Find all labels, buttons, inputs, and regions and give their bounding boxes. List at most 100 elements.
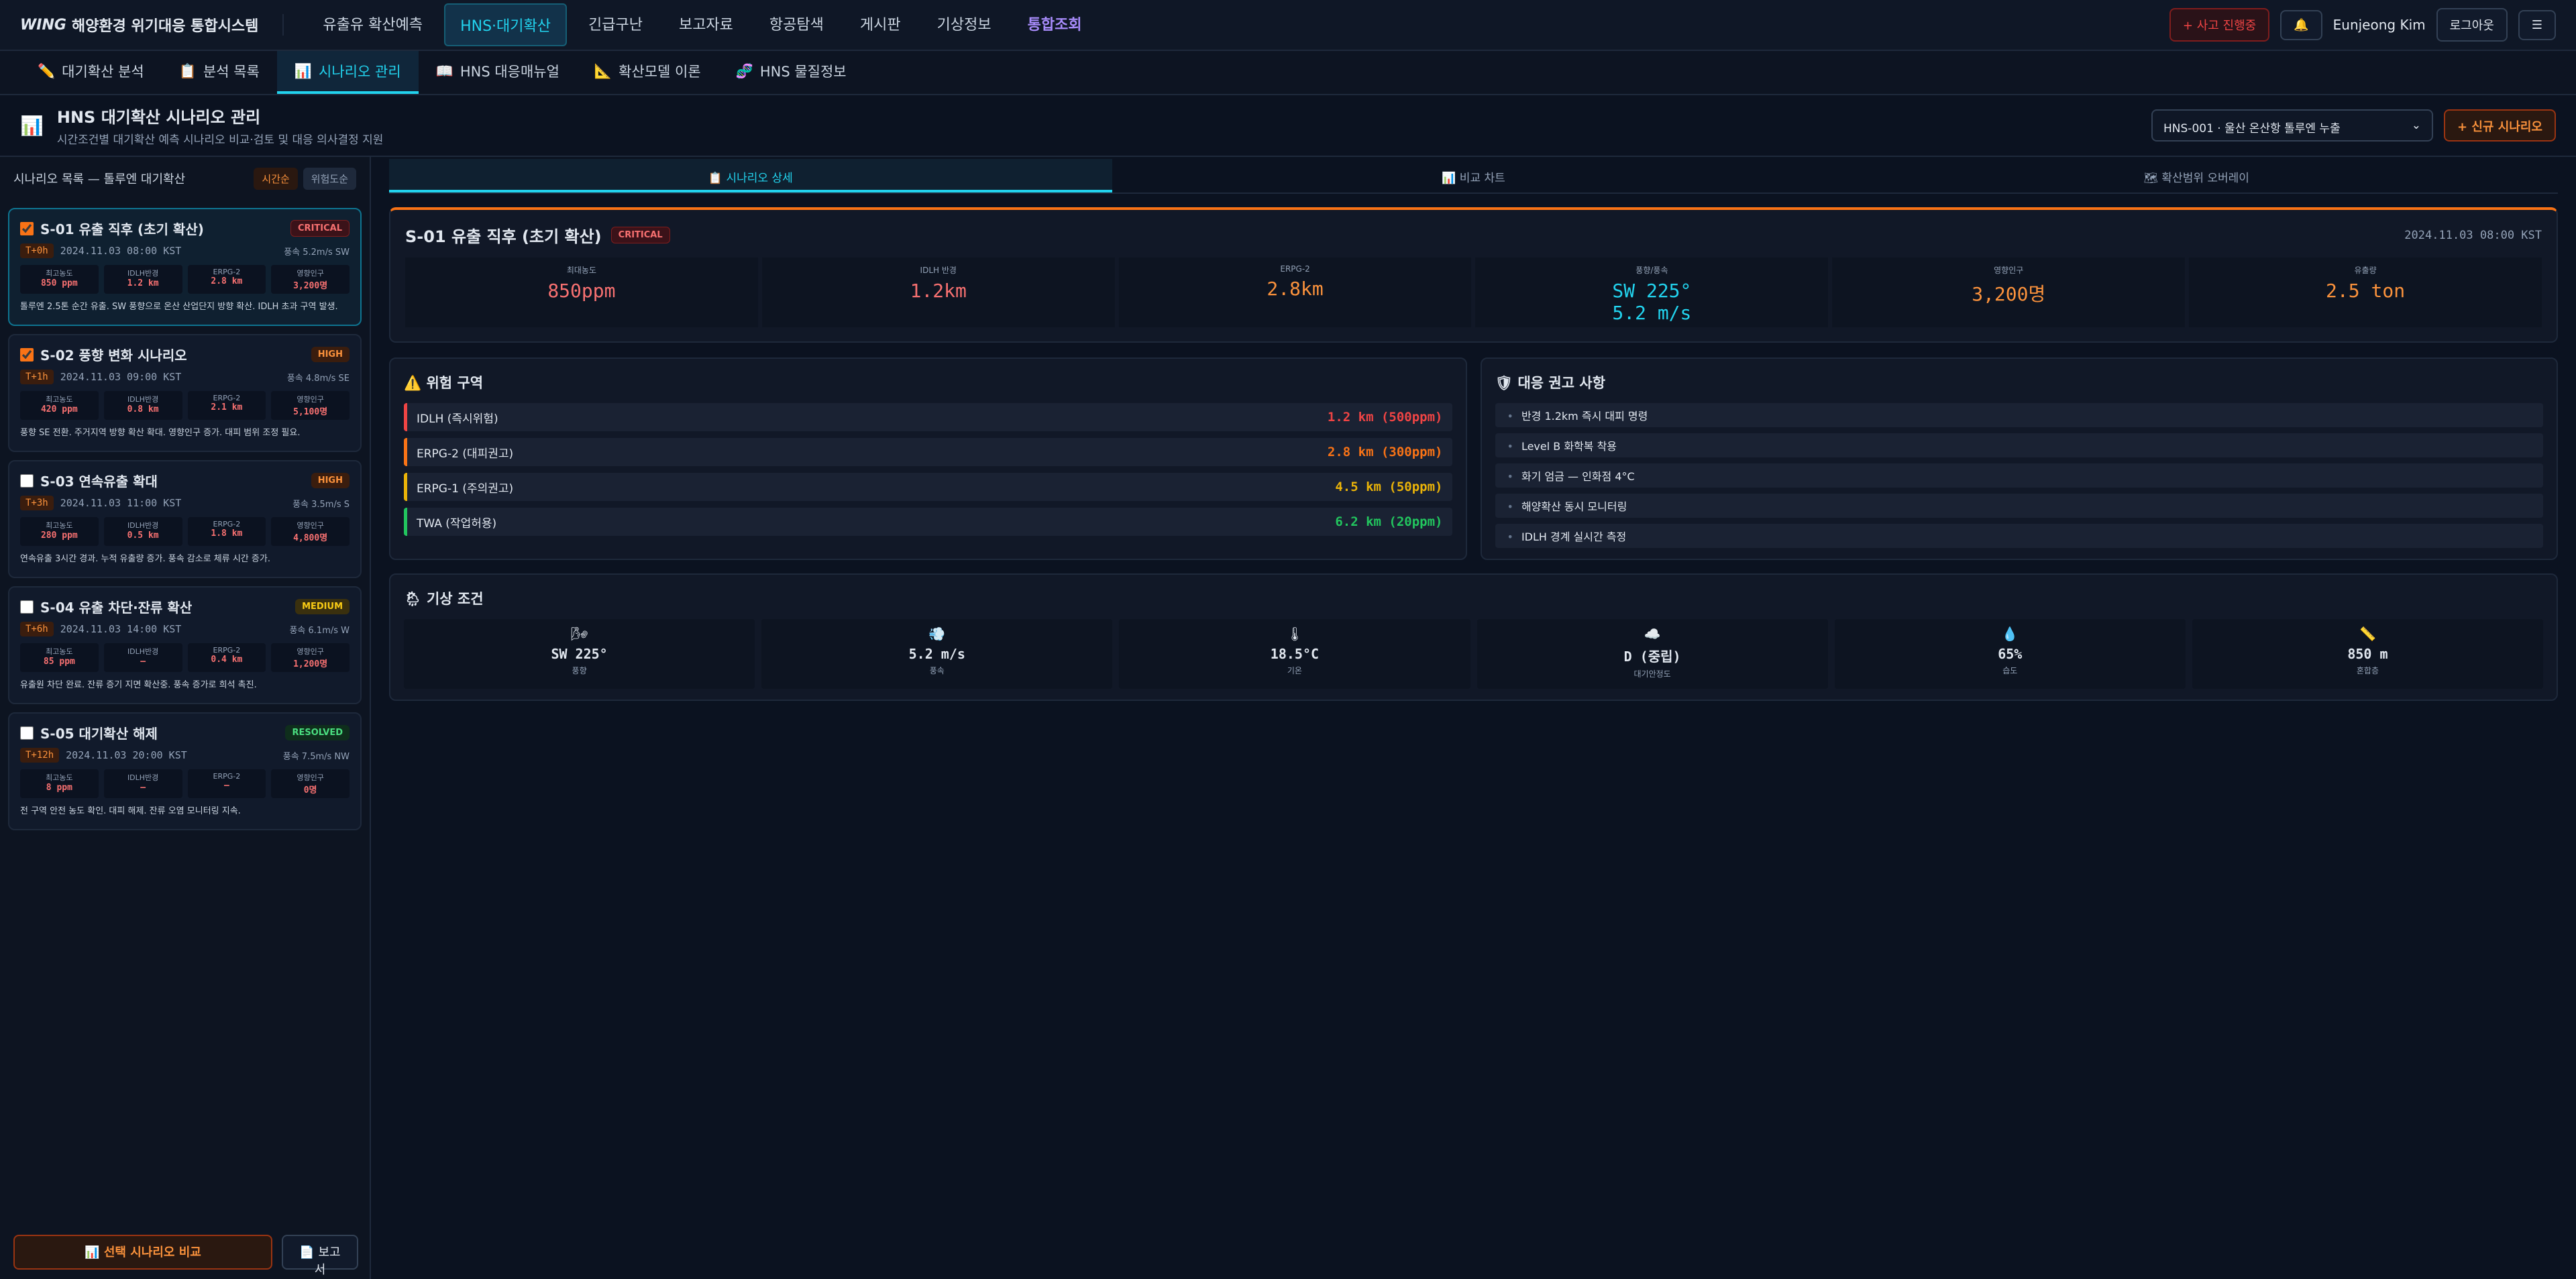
sub-tab[interactable]: 🧬 HNS 물질정보 — [718, 51, 864, 94]
metric: 영향인구 4,800명 — [271, 517, 350, 546]
sort-button[interactable]: 위험도순 — [303, 167, 356, 190]
sub-tab-icon: 📐 — [594, 62, 612, 79]
weather-label: 풍속 — [929, 666, 945, 675]
hazard-panel: ⚠️ 위험 구역 IDLH (즉시위험) 1.2 km (500ppm) ERPG-2… — [389, 357, 1467, 560]
scenario-card[interactable]: S-02 풍향 변화 시나리오 HIGH T+1h 2024.11.03 09:00 … — [8, 334, 362, 452]
scenario-checkbox[interactable] — [20, 221, 34, 235]
page-heading: HNS 대기확산 시나리오 관리 시간조건별 대기확산 예측 시나리오 비교·검… — [57, 104, 384, 147]
sort-button[interactable]: 시간순 — [254, 167, 298, 190]
sub-tab[interactable]: 📖 HNS 대응매뉴얼 — [419, 51, 577, 94]
card-metrics: 최고농도 280 ppm IDLH반경 0.5 km ERPG-2 1.8 km 영향인구 4… — [20, 517, 350, 546]
scenario-card[interactable]: S-01 유출 직후 (초기 확산) CRITICAL T+0h 2024.11.03… — [8, 208, 362, 326]
weather-label: 혼합층 — [2356, 666, 2379, 675]
logo[interactable]: WING — [20, 16, 66, 34]
new-scenario-button[interactable]: + 신규 시나리오 — [2444, 109, 2556, 142]
recommend-item: IDLH 경계 실시간 측정 — [1495, 524, 2543, 548]
metric-label: ERPG-2 — [213, 520, 241, 529]
metric: 영향인구 1,200명 — [271, 643, 350, 672]
card-metrics: 최고농도 850 ppm IDLH반경 1.2 km ERPG-2 2.8 km 영향인구 3… — [20, 265, 350, 294]
metric: ERPG-2— — [187, 769, 266, 798]
scenario-datetime: 2024.11.03 14:00 KST — [60, 623, 182, 635]
recommend-item: 반경 1.2km 즉시 대피 명령 — [1495, 403, 2543, 427]
main: 📋 시나리오 상세 📊 비교 차트 🗺 확산범위 오버레이 S-01 유출 직후 (… — [389, 157, 2558, 701]
scenario-name: S-05 대기확산 해제 — [40, 726, 158, 742]
nav-item[interactable]: 긴급구난 — [588, 17, 643, 34]
scenario-checkbox[interactable] — [20, 600, 34, 614]
metric-value: 8 ppm — [46, 783, 72, 793]
sub-tab[interactable]: 📋 분석 목록 — [162, 51, 277, 94]
sub-tab[interactable]: ✏️ 대기확산 분석 — [20, 51, 162, 94]
scenario-checkbox[interactable] — [20, 726, 34, 740]
report-button[interactable]: 📄 보고서 — [282, 1235, 358, 1277]
weather-label: 풍향 — [572, 666, 587, 675]
metric-label: ERPG-2 — [213, 646, 241, 655]
compare-button[interactable]: 📊 선택 시나리오 비교 — [13, 1235, 272, 1270]
nav-item[interactable]: 항공탐색 — [769, 17, 824, 34]
menu-button[interactable]: ☰ — [2518, 9, 2556, 40]
stat: 풍향/풍속 SW 225° 5.2 m/s — [1475, 258, 1829, 327]
detail-header: S-01 유출 직후 (초기 확산) CRITICAL 2024.11.03 0… — [405, 223, 2542, 247]
incident-button[interactable]: + 사고 진행중 — [2169, 8, 2270, 42]
detail-tabs: 📋 시나리오 상세 📊 비교 차트 🗺 확산범위 오버레이 — [389, 159, 2558, 194]
metric-label: ERPG-2 — [213, 394, 241, 402]
metric: 최고농도 8 ppm — [20, 769, 99, 798]
metric-value: 280 ppm — [40, 531, 78, 541]
tab[interactable]: 📊 비교 차트 — [1442, 172, 1505, 185]
page-title: HNS 대기확산 시나리오 관리 — [56, 108, 261, 127]
metric: ERPG-2 0.4 km — [187, 643, 266, 672]
metric-label: 영향인구 — [297, 647, 324, 656]
time-tag: T+6h — [20, 622, 54, 636]
sub-tab-icon: 📋 — [178, 62, 197, 79]
tab[interactable]: 🗺 확산범위 오버레이 — [2143, 172, 2249, 185]
metric-value: 1.8 km — [211, 529, 243, 539]
sub-tab[interactable]: 📊 시나리오 관리 — [276, 51, 419, 94]
metric-value: 1,200명 — [293, 659, 328, 669]
nav-item[interactable]: 유출유 확산예측 — [323, 17, 423, 34]
stat-label: 영향인구 — [1994, 266, 2024, 275]
scenario-checkbox[interactable] — [20, 347, 34, 362]
nav-item[interactable]: 게시판 — [859, 17, 901, 34]
hazard-row: TWA (작업허용) 6.2 km (20ppm) — [404, 508, 1452, 536]
hazard-value: 4.5 km (50ppm) — [1335, 480, 1443, 494]
notification-button[interactable]: 🔔 — [2280, 9, 2322, 40]
card-meta: T+1h 2024.11.03 09:00 KST 풍속 4.8m/s SE — [20, 370, 350, 384]
detail-badge: CRITICAL — [610, 227, 670, 243]
panel-title: 🌦 기상 조건 — [404, 591, 484, 607]
nav-item[interactable]: 보고자료 — [678, 17, 733, 34]
tab[interactable]: 📋 시나리오 상세 — [389, 159, 1112, 192]
nav-item[interactable]: 통합조회 — [1027, 17, 1082, 34]
stat-value: 1.2km — [910, 280, 967, 302]
weather-items: 🌬 SW 225° 풍향 💨 5.2 m/s 풍속 🌡 18.5°C 기온 ☁️ D (중립) 대기안… — [404, 619, 2544, 689]
scenario-checkbox[interactable] — [20, 474, 34, 488]
weather-icon: 🌡 — [1286, 626, 1303, 642]
nav-item[interactable]: HNS·대기확산 — [444, 3, 567, 46]
time-tag: T+0h — [20, 243, 54, 258]
metric-value: 0명 — [303, 785, 317, 795]
info-row: ⚠️ 위험 구역 IDLH (즉시위험) 1.2 km (500ppm) ERPG-2… — [389, 357, 2558, 560]
logout-button[interactable]: 로그아웃 — [2436, 8, 2508, 42]
card-metrics: 최고농도 420 ppm IDLH반경 0.8 km ERPG-2 2.1 km 영향인구 5… — [20, 391, 350, 420]
weather-panel: 🌦 기상 조건 🌬 SW 225° 풍향 💨 5.2 m/s 풍속 🌡 18.5°C 기온 ☁️ D… — [389, 573, 2558, 701]
sub-tab[interactable]: 📐 확산모델 이론 — [577, 51, 718, 94]
scenario-card[interactable]: S-03 연속유출 확대 HIGH T+3h 2024.11.03 11:00 KST… — [8, 460, 362, 578]
weather-icon: 📏 — [2359, 626, 2376, 642]
metric-value: 1.2 km — [127, 278, 159, 288]
card-metrics: 최고농도 8 ppm IDLH반경 — ERPG-2— 영향인구 0명 — [20, 769, 350, 798]
metric-value: 850 ppm — [40, 278, 78, 288]
incident-select[interactable]: HNS-001 · 울산 온산항 톨루엔 누출 ⌄ — [2151, 109, 2434, 142]
page-actions: HNS-001 · 울산 온산항 톨루엔 누출 ⌄ + 신규 시나리오 — [2151, 109, 2556, 142]
weather-value: 18.5°C — [1270, 646, 1320, 662]
metric-value: — — [223, 781, 229, 791]
nav-item[interactable]: 기상정보 — [936, 17, 991, 34]
sidebar-heading: 시나리오 목록 — 톨루엔 대기확산 — [13, 172, 186, 186]
scenario-card[interactable]: S-04 유출 차단·잔류 확산 MEDIUM T+6h 2024.11.03 14:… — [8, 586, 362, 704]
scenario-card[interactable]: S-05 대기확산 해제 RESOLVED T+12h 2024.11.03 20:0… — [8, 712, 362, 830]
metric-label: 최고농도 — [46, 395, 73, 404]
weather-label: 기온 — [1287, 666, 1302, 675]
sub-nav: ✏️ 대기확산 분석 📋 분석 목록 📊 시나리오 관리 📖 HNS 대응매뉴얼 📐 확산모델 이… — [0, 51, 2576, 95]
metric-value: 3,200명 — [293, 281, 328, 291]
metric-value: — — [140, 783, 146, 793]
scenario-note: 연속유출 3시간 경과. 누적 유출량 증가. 풍속 감소로 체류 시간 증가. — [20, 554, 270, 564]
